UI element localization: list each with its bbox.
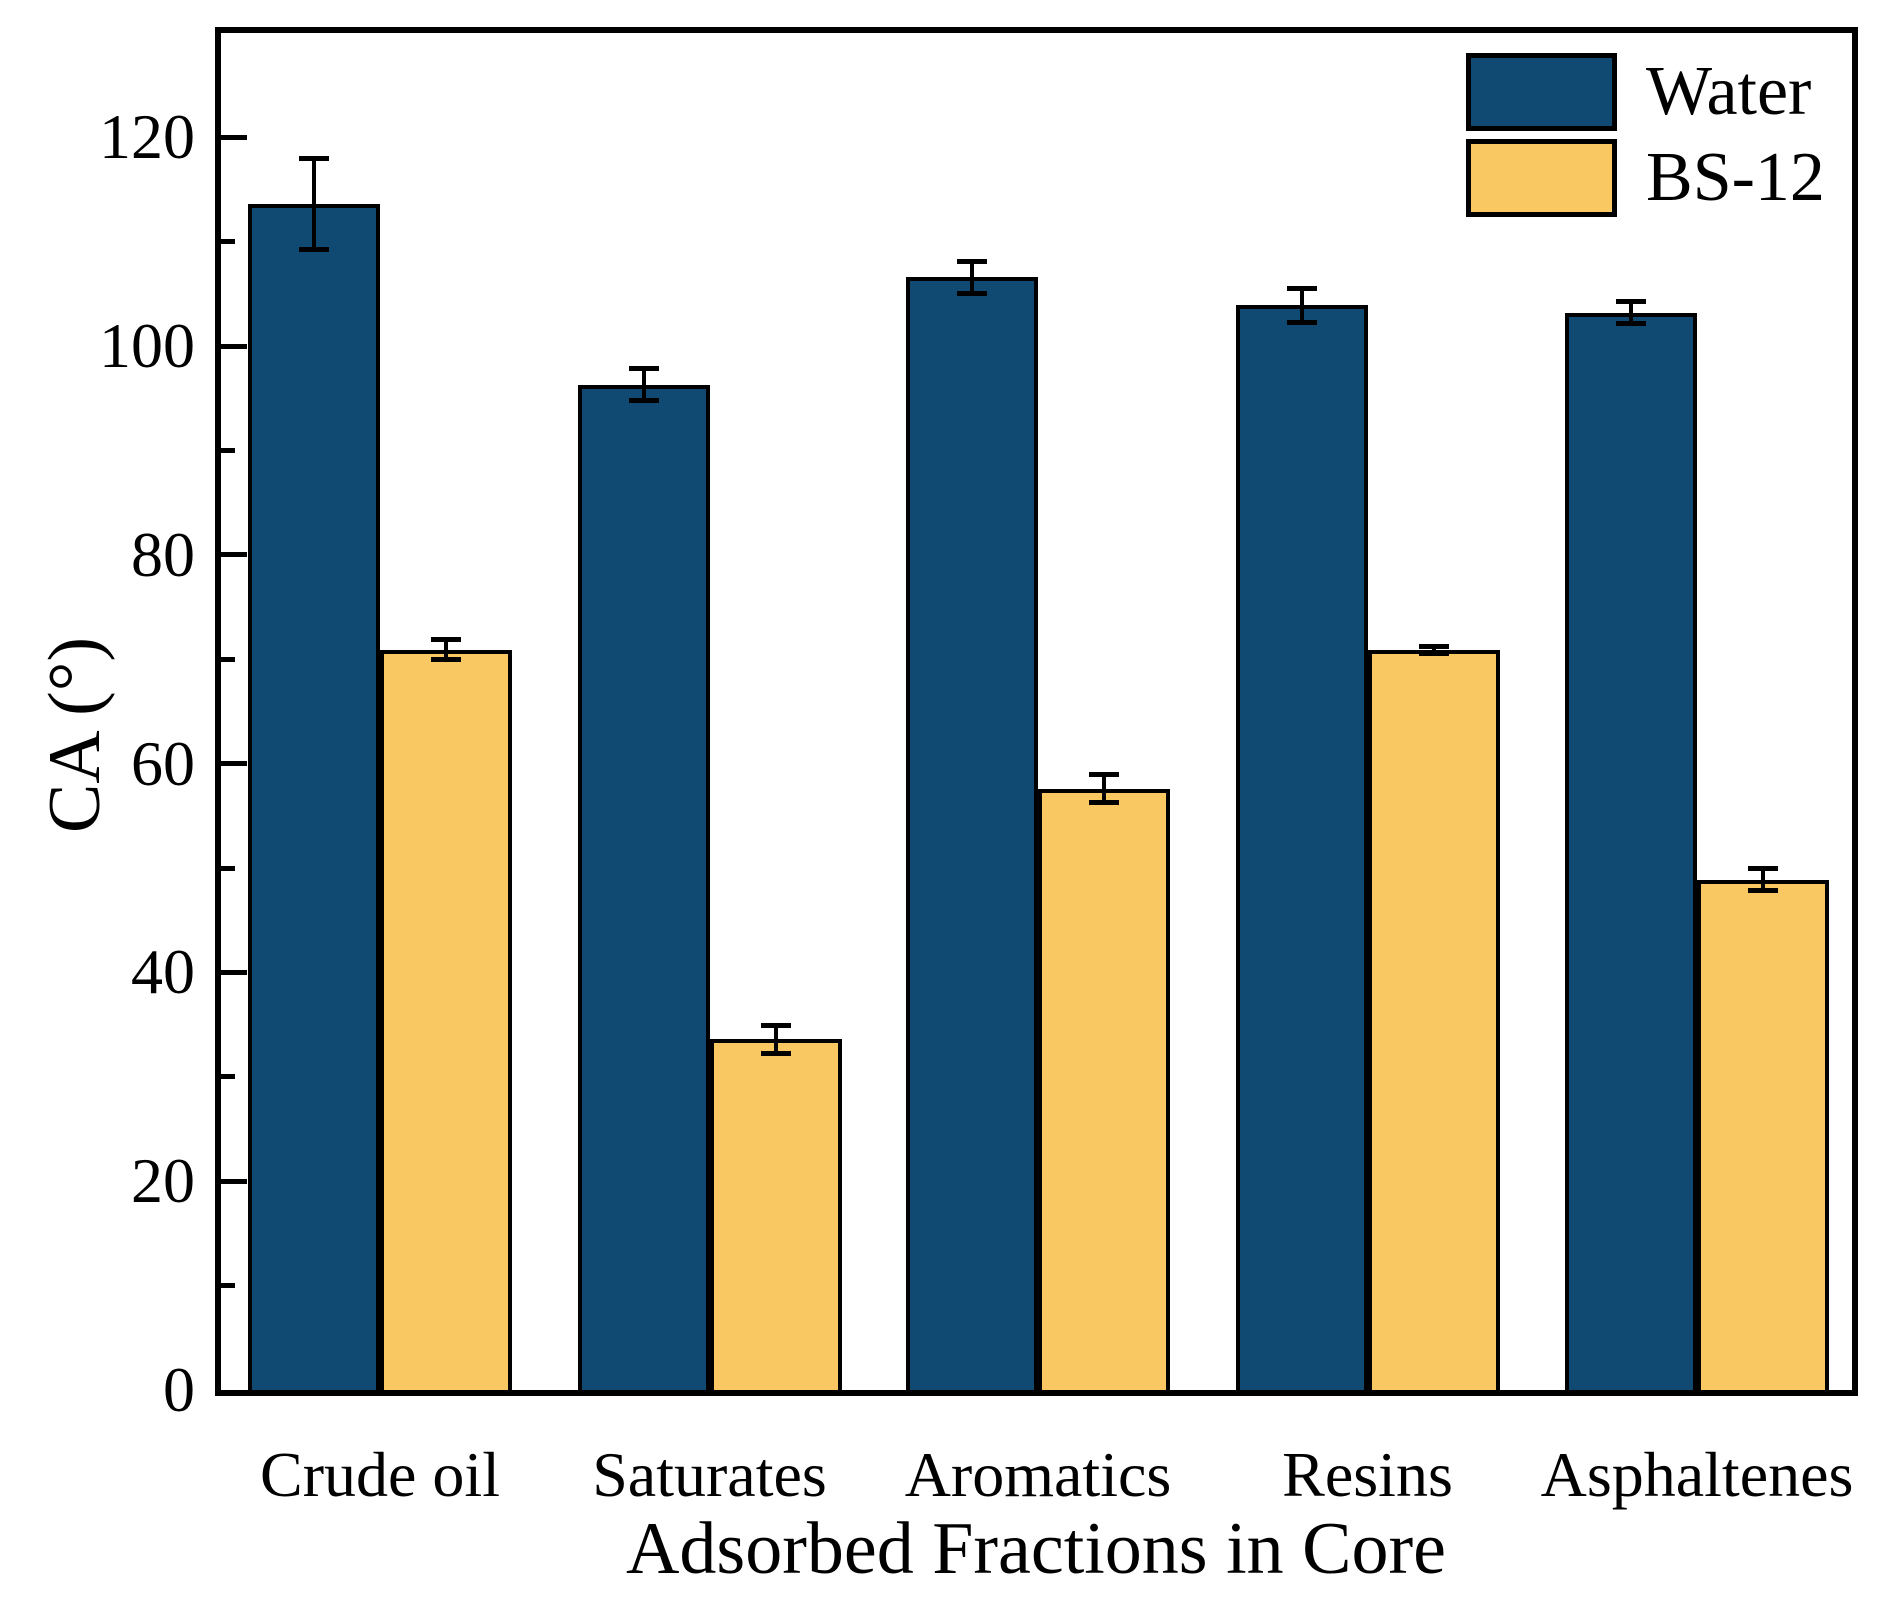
y-major-tick xyxy=(221,761,247,767)
legend-label-bs-12: BS-12 xyxy=(1646,139,1825,216)
x-category-label: Resins xyxy=(1282,1439,1453,1510)
bar-water-4 xyxy=(1565,312,1697,1390)
bar-bs-12-2 xyxy=(1038,788,1170,1390)
error-bar-cap-top xyxy=(760,1022,791,1028)
error-bar-cap-bottom xyxy=(299,247,329,253)
error-bar-cap-bottom xyxy=(1286,320,1317,326)
plot-area: Water BS-12 xyxy=(215,27,1858,1396)
error-bar-line xyxy=(312,158,316,251)
error-bar-cap-top xyxy=(1616,299,1646,305)
y-major-tick xyxy=(221,552,247,558)
legend-swatch-water xyxy=(1466,53,1617,131)
y-tick-label: 40 xyxy=(131,936,195,1008)
error-bar-cap-top xyxy=(299,156,329,162)
y-tick-label: 0 xyxy=(163,1354,195,1425)
y-minor-tick xyxy=(221,1074,235,1080)
bar-water-1 xyxy=(577,384,710,1390)
error-bar-cap-top xyxy=(957,258,987,264)
error-bar-cap-bottom xyxy=(957,290,987,296)
y-major-tick xyxy=(221,1178,247,1184)
y-major-tick xyxy=(221,343,247,349)
x-category-label: Aromatics xyxy=(904,1439,1172,1510)
error-bar-line xyxy=(1102,774,1106,804)
x-axis-title: Adsorbed Fractions in Core xyxy=(625,1508,1447,1590)
y-tick-label: 60 xyxy=(131,727,195,799)
error-bar-line xyxy=(970,260,974,294)
x-category-label: Saturates xyxy=(592,1439,827,1510)
error-bar-line xyxy=(1761,868,1765,892)
bar-water-0 xyxy=(248,204,380,1390)
y-minor-tick xyxy=(221,239,235,245)
bar-water-2 xyxy=(906,277,1038,1390)
error-bar-cap-bottom xyxy=(431,657,461,663)
error-bar-line xyxy=(444,639,448,661)
bar-bs-12-3 xyxy=(1367,649,1500,1390)
error-bar-line xyxy=(1299,287,1304,324)
error-bar-cap-bottom xyxy=(628,398,659,404)
error-bar-cap-top xyxy=(1286,285,1317,291)
error-bar-cap-top xyxy=(628,366,659,372)
error-bar-cap-top xyxy=(1089,772,1119,778)
legend-swatch-bs-12 xyxy=(1466,139,1617,217)
y-minor-tick xyxy=(221,448,235,454)
error-bar-cap-bottom xyxy=(760,1050,791,1056)
error-bar-cap-bottom xyxy=(1418,651,1449,657)
bar-bs-12-1 xyxy=(709,1039,842,1390)
error-bar-cap-bottom xyxy=(1089,800,1119,806)
y-minor-tick xyxy=(221,1283,235,1289)
x-category-label: Crude oil xyxy=(260,1439,500,1510)
y-tick-label: 120 xyxy=(99,101,195,173)
y-minor-tick xyxy=(221,656,235,662)
error-bar-cap-bottom xyxy=(1748,888,1778,894)
y-tick-label: 100 xyxy=(99,310,195,382)
error-bar-cap-top xyxy=(1418,643,1449,649)
bar-bs-12-4 xyxy=(1697,879,1829,1390)
error-bar-line xyxy=(1629,301,1633,325)
y-tick-label: 80 xyxy=(131,518,195,590)
error-bar-line xyxy=(1431,645,1436,655)
y-tick-label: 20 xyxy=(131,1145,195,1217)
x-category-label: Asphaltenes xyxy=(1540,1439,1854,1510)
error-bar-cap-bottom xyxy=(1616,321,1646,327)
error-bar-cap-top xyxy=(431,637,461,643)
y-major-tick xyxy=(221,969,247,975)
legend-label-water: Water xyxy=(1646,53,1812,130)
bar-bs-12-0 xyxy=(380,649,512,1390)
y-major-tick xyxy=(221,134,247,140)
bar-water-3 xyxy=(1235,305,1368,1390)
error-bar-cap-top xyxy=(1748,866,1778,872)
plot-inner-area: Water BS-12 xyxy=(221,33,1852,1390)
y-minor-tick xyxy=(221,865,235,871)
error-bar-line xyxy=(773,1024,778,1054)
error-bar-line xyxy=(641,368,646,402)
